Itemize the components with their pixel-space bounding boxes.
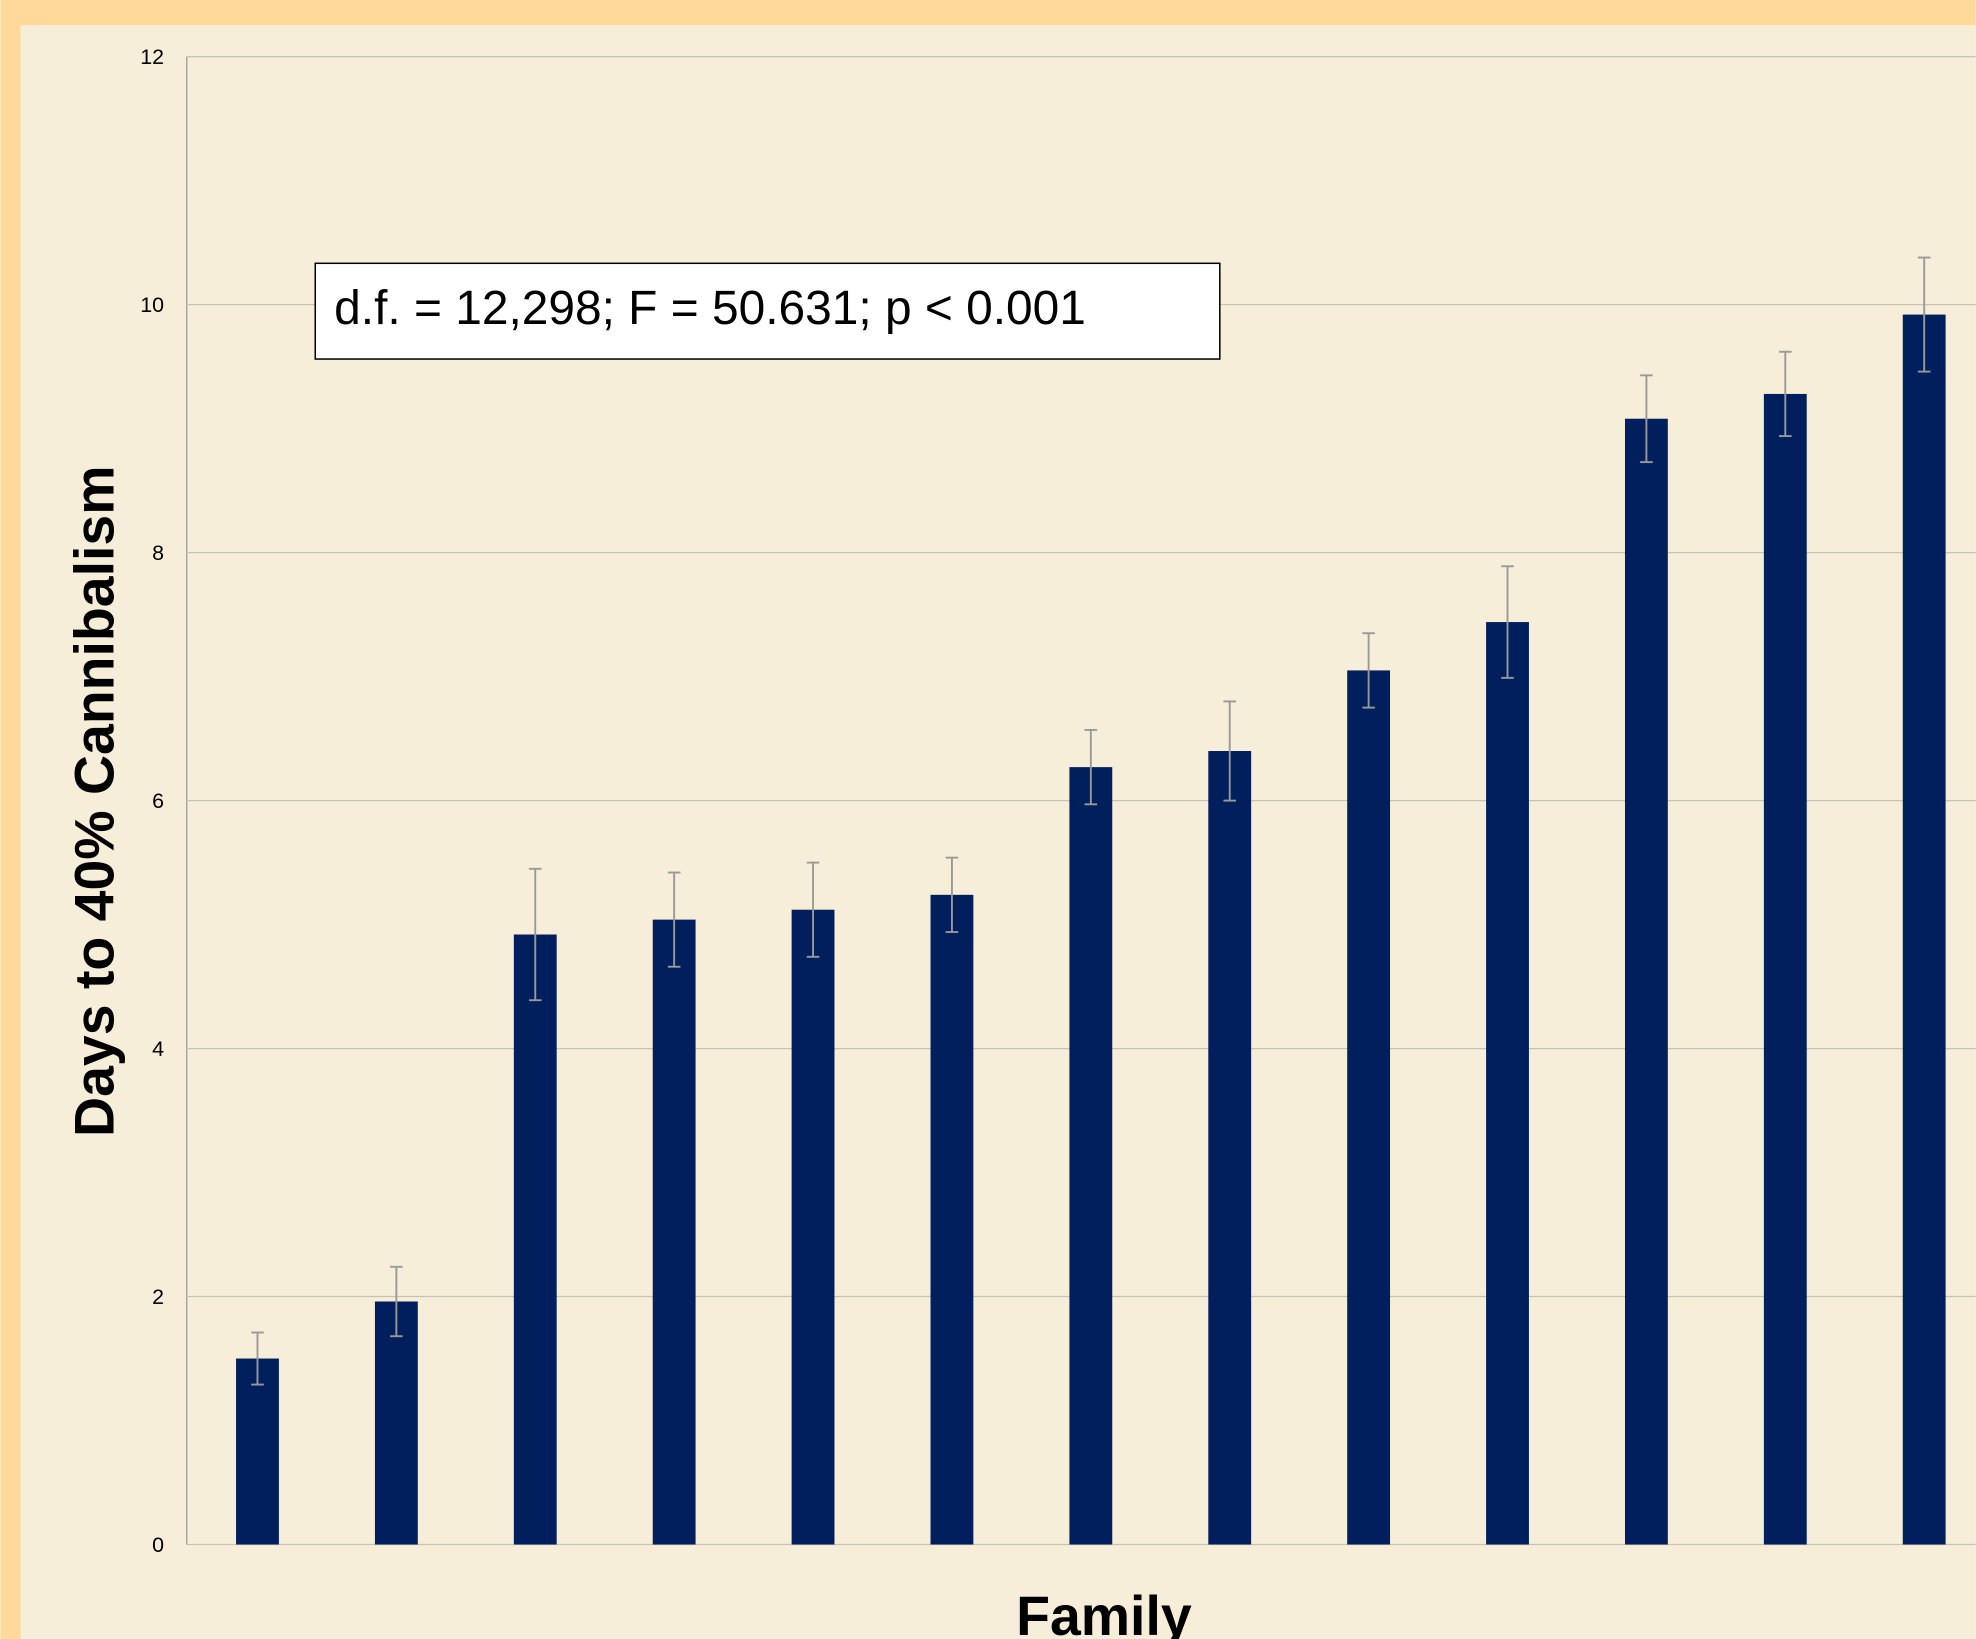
bar <box>1069 767 1113 1545</box>
bar <box>652 919 696 1545</box>
bar <box>236 1358 279 1545</box>
y-tick-label: 8 <box>152 541 164 565</box>
y-axis-label: Days to 40% Cannibalism <box>64 466 126 1137</box>
bar <box>374 1301 418 1545</box>
y-tick-label: 10 <box>140 293 164 317</box>
error-bar <box>528 867 542 1002</box>
plot-area: 0 2 4 6 8 10 12 <box>140 45 1976 1557</box>
error-bar <box>806 861 820 958</box>
bar <box>1902 314 1946 1545</box>
bar <box>930 894 974 1545</box>
error-bar <box>1501 565 1514 679</box>
y-tick-label: 2 <box>152 1285 164 1309</box>
bar <box>1347 670 1391 1545</box>
y-tick-label: 4 <box>152 1037 164 1061</box>
bar <box>1763 393 1807 1545</box>
error-bar <box>1640 374 1653 464</box>
bar <box>513 934 557 1545</box>
error-bar <box>1917 256 1931 373</box>
y-tick-label: 12 <box>140 45 164 69</box>
error-bar <box>1223 700 1237 802</box>
bar <box>1208 751 1252 1545</box>
bar <box>1624 418 1668 1545</box>
error-bar <box>1778 350 1792 438</box>
error-bar <box>945 856 959 933</box>
bar <box>791 909 835 1545</box>
error-bar <box>1084 728 1098 806</box>
error-bar <box>1362 632 1375 709</box>
y-tick-label: 0 <box>152 1533 164 1557</box>
annotation-box <box>314 262 1221 360</box>
bar <box>1486 622 1529 1545</box>
error-bar <box>390 1265 403 1338</box>
error-bar <box>251 1331 264 1386</box>
annotation: d.f. = 12,298; F = 50.631; p < 0.001 <box>334 282 1086 335</box>
x-axis-label: Family <box>1016 1585 1192 1639</box>
y-tick-label: 6 <box>152 789 164 813</box>
error-bar <box>667 871 681 968</box>
